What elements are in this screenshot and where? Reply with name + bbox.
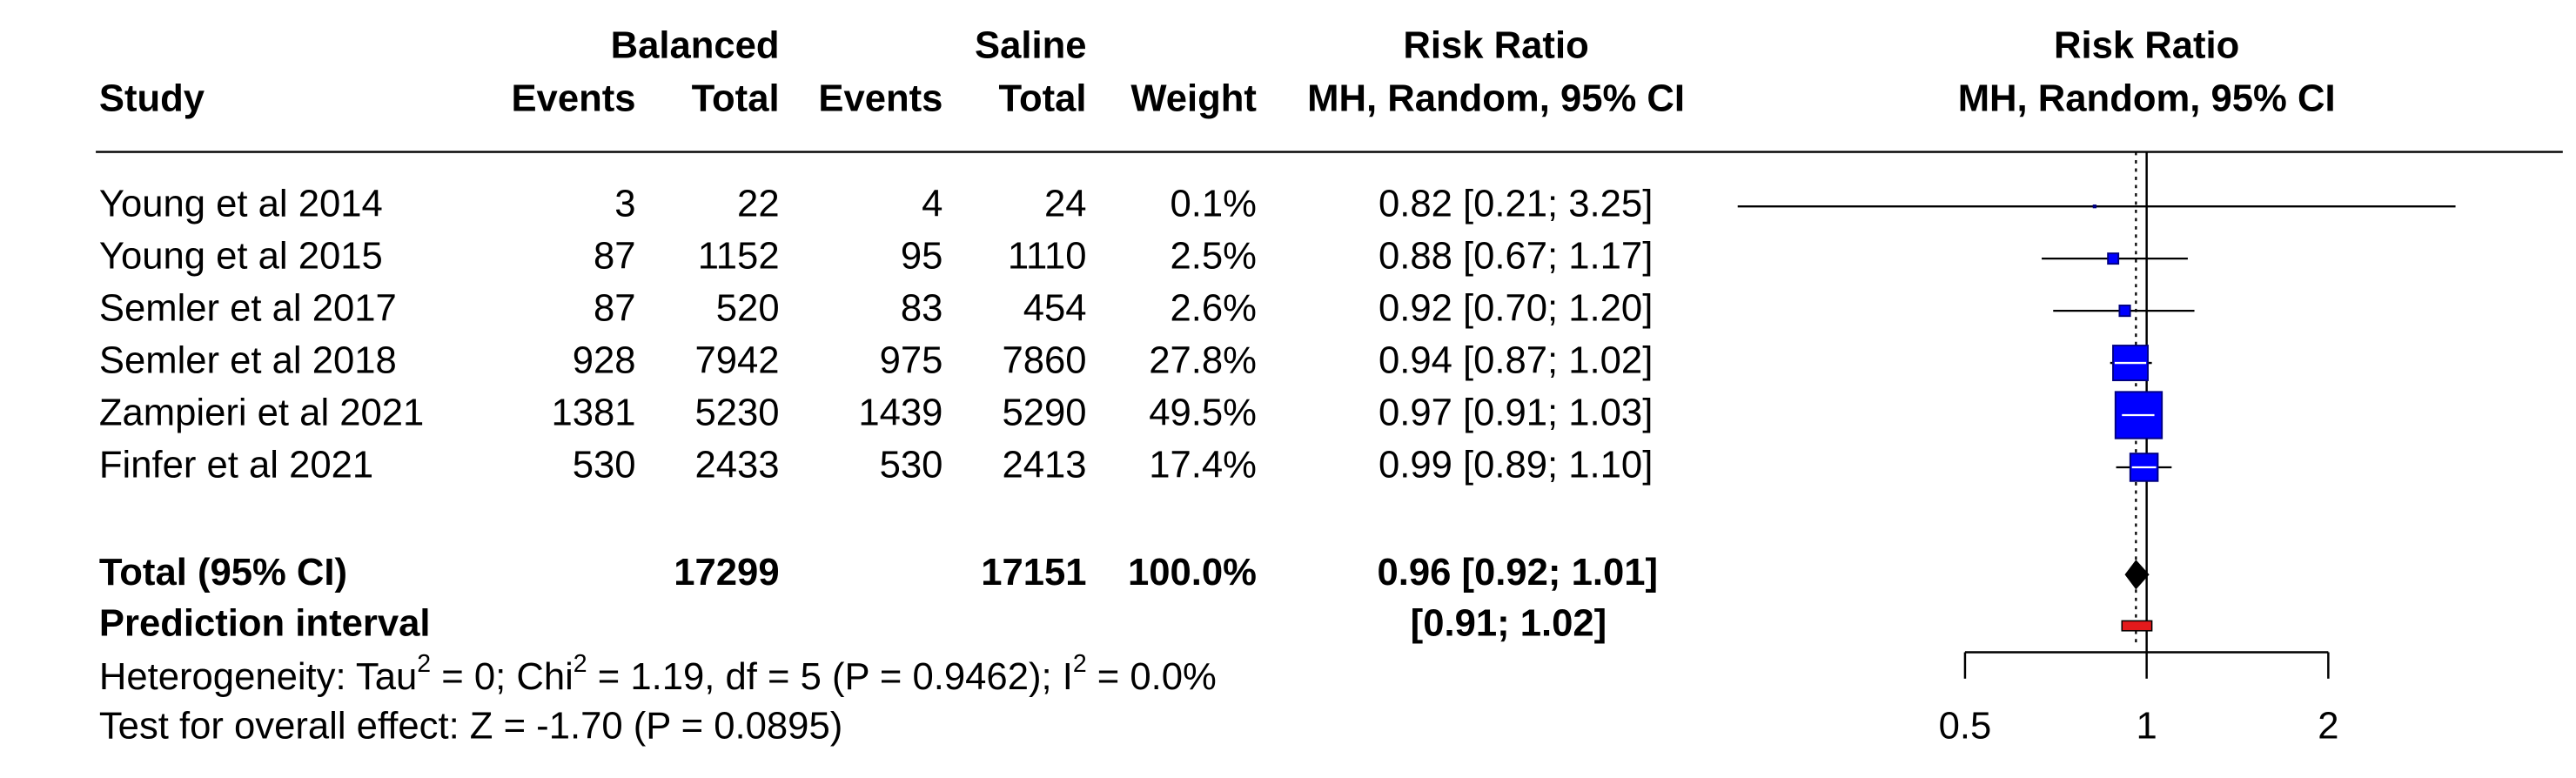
plot-title: MH, Random, 95% CI (1958, 77, 2336, 119)
table-cell: 928 (573, 339, 636, 382)
table-cell: 0.94 [0.87; 1.02] (1379, 339, 1653, 382)
column-header: Events (818, 77, 943, 119)
column-header: Weight (1130, 77, 1257, 119)
table-cell: 0.1% (1171, 183, 1257, 225)
column-header: Total (999, 77, 1087, 119)
table-cell: 975 (880, 339, 943, 382)
total-cell: 17299 (674, 551, 779, 594)
table-cell: 22 (737, 183, 780, 225)
group-header: Balanced (611, 24, 780, 67)
study-name: Young et al 2014 (99, 183, 383, 225)
table-cell: 5230 (695, 392, 780, 434)
table-cell: 7860 (1002, 339, 1086, 382)
table-cell: 1439 (858, 392, 943, 434)
column-header: Study (99, 77, 205, 119)
prediction-cell: [0.91; 1.02] (1411, 602, 1607, 645)
superscript: 2 (574, 649, 587, 677)
study-name: Young et al 2015 (99, 235, 383, 278)
table-cell: 1152 (698, 235, 780, 278)
table-cell: 1381 (551, 392, 635, 434)
study-name: Finfer et al 2021 (99, 443, 373, 486)
table-cell: 0.82 [0.21; 3.25] (1379, 183, 1653, 225)
table-cell: 2433 (695, 443, 780, 486)
text-part: Heterogeneity: Tau (99, 654, 417, 697)
table-cell: 0.92 [0.70; 1.20] (1379, 287, 1653, 330)
overall-effect: Test for overall effect: Z = -1.70 (P = … (99, 704, 842, 747)
table-cell: 49.5% (1149, 392, 1257, 434)
prediction-label: Prediction interval (99, 602, 431, 645)
table-cell: 87 (594, 287, 636, 330)
table-cell: 17.4% (1149, 443, 1257, 486)
table-cell: 4 (922, 183, 943, 225)
table-cell: 5290 (1002, 392, 1086, 434)
table-cell: 24 (1044, 183, 1087, 225)
table-cell: 2413 (1002, 443, 1086, 486)
text-part: = 1.19, df = 5 (P = 0.9462); I (587, 654, 1073, 697)
table-cell: 1110 (1008, 235, 1087, 278)
study-square (2118, 305, 2131, 318)
x-tick-label: 2 (2318, 704, 2338, 747)
table-cell: 3 (614, 183, 635, 225)
group-header: Saline (975, 24, 1087, 67)
text-part: = 0; Chi (431, 654, 574, 697)
superscript: 2 (1073, 649, 1087, 677)
prediction-bar (2121, 620, 2153, 632)
column-header: MH, Random, 95% CI (1307, 77, 1685, 119)
x-tick-label: 1 (2137, 704, 2157, 747)
table-cell: 2.5% (1171, 235, 1257, 278)
study-name: Zampieri et al 2021 (99, 392, 424, 434)
table-cell: 530 (880, 443, 943, 486)
column-header: Risk Ratio (1403, 24, 1588, 67)
plot-title: Risk Ratio (2054, 24, 2239, 67)
column-header: Events (511, 77, 635, 119)
total-label: Total (95% CI) (99, 551, 347, 594)
heterogeneity: Heterogeneity: Tau2 = 0; Chi2 = 1.19, df… (99, 649, 1217, 697)
table-cell: 0.99 [0.89; 1.10] (1379, 443, 1653, 486)
table-cell: 520 (716, 287, 780, 330)
study-name: Semler et al 2018 (99, 339, 397, 382)
total-cell: 100.0% (1128, 551, 1257, 594)
table-cell: 27.8% (1149, 339, 1257, 382)
study-square (2092, 205, 2097, 209)
total-cell: 17151 (981, 551, 1086, 594)
table-cell: 95 (901, 235, 943, 278)
table-cell: 0.97 [0.91; 1.03] (1379, 392, 1653, 434)
table-cell: 454 (1023, 287, 1087, 330)
study-square (2107, 252, 2120, 265)
table-cell: 7942 (695, 339, 780, 382)
table-cell: 87 (594, 235, 636, 278)
x-tick-label: 0.5 (1939, 704, 1992, 747)
summary-diamond (2124, 560, 2150, 590)
table-cell: 83 (901, 287, 943, 330)
superscript: 2 (417, 649, 431, 677)
column-header: Total (692, 77, 780, 119)
study-name: Semler et al 2017 (99, 287, 397, 330)
table-cell: 0.88 [0.67; 1.17] (1379, 235, 1653, 278)
text-part: = 0.0% (1087, 654, 1217, 697)
total-cell: 0.96 [0.92; 1.01] (1377, 551, 1658, 594)
table-cell: 530 (573, 443, 636, 486)
table-cell: 2.6% (1171, 287, 1257, 330)
